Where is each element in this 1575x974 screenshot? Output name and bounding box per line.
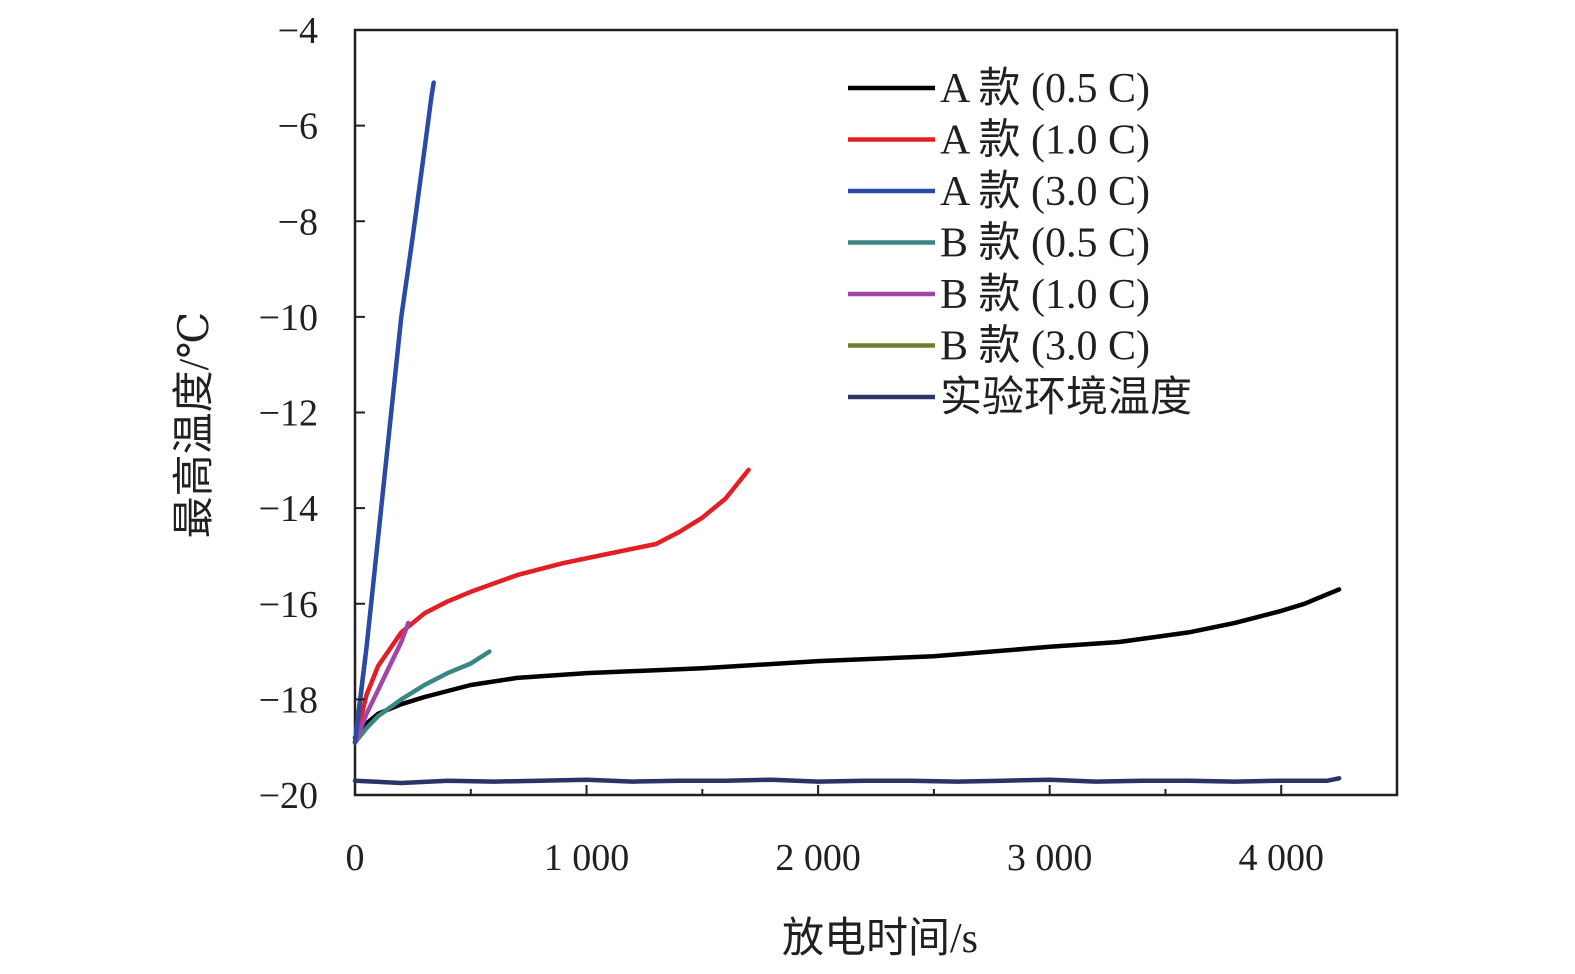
series-line-4: [352, 620, 411, 745]
legend: A 款 (0.5 C) A 款 (1.0 C) A 款 (3.0 C) B 款 (0.…: [848, 66, 1192, 421]
x-tick-label: 0: [346, 837, 365, 879]
y-tick-label: −8: [278, 201, 318, 243]
x-axis-ticks: 0 1 000 2 000 3 000 4 000: [346, 785, 1324, 879]
legend-label: B 款 (0.5 C): [940, 221, 1150, 267]
y-tick-label: −16: [259, 584, 318, 626]
series-line-1: [352, 467, 751, 745]
series-line-2: [352, 80, 436, 745]
legend-label: B 款 (1.0 C): [940, 272, 1150, 318]
legend-label: A 款 (1.0 C): [940, 118, 1150, 164]
x-tick-label: 3 000: [1007, 837, 1093, 879]
legend-label: A 款 (0.5 C): [940, 66, 1150, 112]
series-line-3: [352, 649, 492, 745]
x-tick-label: 1 000: [544, 837, 630, 879]
y-tick-label: −12: [259, 393, 318, 435]
series-layer: [352, 80, 1342, 786]
series-line-0: [352, 587, 1342, 740]
x-axis-label: 放电时间/s: [782, 916, 978, 962]
y-tick-label: −6: [278, 106, 318, 148]
y-tick-label: −4: [278, 10, 318, 52]
x-tick-label: 2 000: [775, 837, 861, 879]
series-line-6: [352, 776, 1342, 786]
y-tick-label: −14: [259, 488, 318, 530]
x-tick-label: 4 000: [1238, 837, 1324, 879]
y-tick-label: −10: [259, 297, 318, 339]
y-tick-label: −18: [259, 679, 318, 721]
y-tick-label: −20: [259, 775, 318, 817]
legend-label: B 款 (3.0 C): [940, 324, 1150, 370]
legend-label: A 款 (3.0 C): [940, 169, 1150, 215]
y-axis-ticks: −20 −18 −16 −14 −12 −10 −8 −6 −4: [259, 10, 365, 817]
legend-label: 实验环境温度: [940, 374, 1192, 421]
y-axis-label: 最高温度/℃: [172, 312, 218, 539]
